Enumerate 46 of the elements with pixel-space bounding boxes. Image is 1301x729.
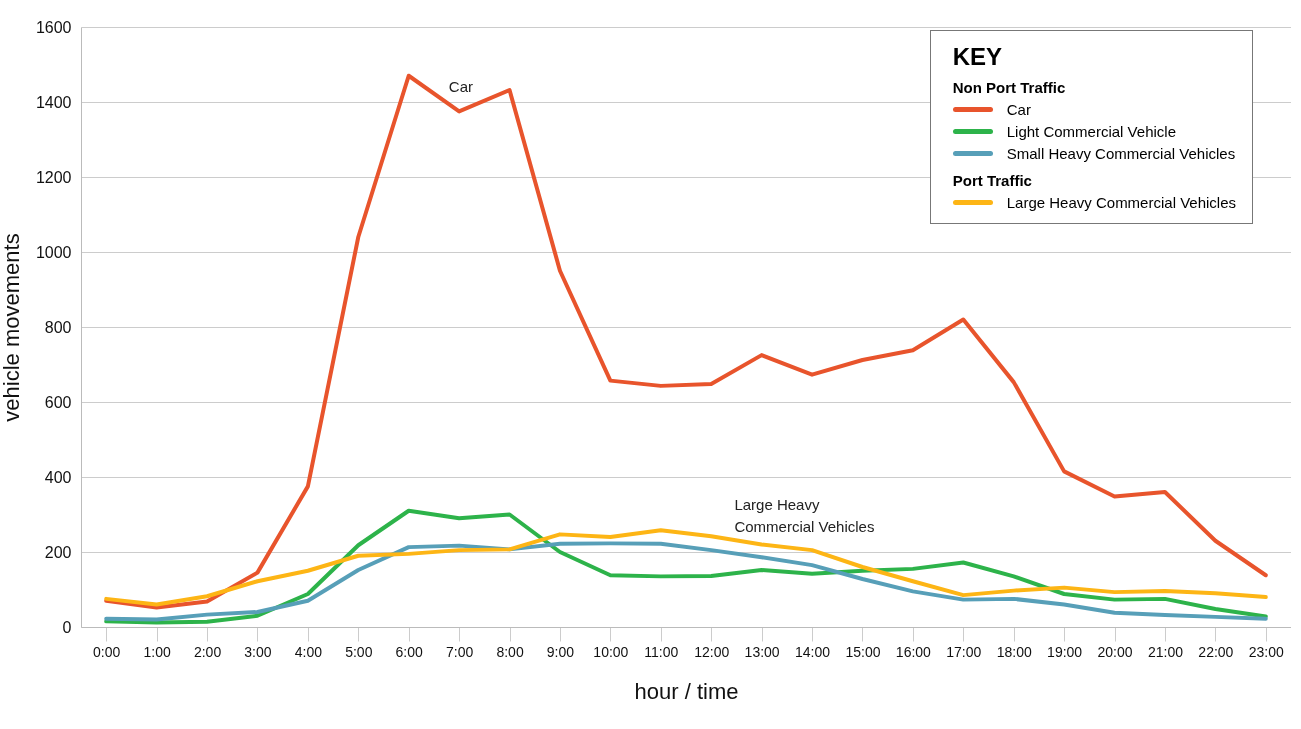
x-tick-label: 2:00 (193, 643, 222, 660)
y-tick-label: 1400 (35, 93, 72, 111)
x-tick-label: 9:00 (546, 643, 575, 660)
y-tick-label: 1000 (35, 243, 72, 261)
x-tick-label: 5:00 (345, 643, 373, 660)
y-tick-label: 1200 (35, 168, 72, 186)
x-tick-label: 6:00 (395, 643, 424, 660)
x-tick-label: 8:00 (496, 643, 524, 660)
x-tick-label: 17:00 (946, 643, 982, 660)
x-tick-label: 3:00 (244, 643, 272, 660)
y-tick-label: 400 (44, 468, 72, 486)
legend-label: Light Commercial Vehicle (1006, 122, 1176, 140)
x-tick-label: 18:00 (996, 643, 1032, 660)
x-tick-label: 15:00 (845, 643, 881, 660)
annotation: Car (448, 77, 474, 95)
annotation: Port Traffic (952, 172, 1033, 189)
x-tick-label: 20:00 (1097, 643, 1133, 660)
annotation: Non Port Traffic (952, 79, 1067, 96)
legend-label: Car (1006, 100, 1031, 118)
annotation: Large Heavy Commercial Vehicles (734, 496, 875, 535)
x-tick-label: 7:00 (446, 643, 474, 660)
x-tick-label: 13:00 (744, 643, 780, 660)
y-tick-label: 800 (44, 318, 72, 336)
x-tick-label: 21:00 (1147, 643, 1184, 660)
y-tick-label: 1600 (35, 18, 72, 36)
x-tick-label: 12:00 (694, 643, 730, 660)
y-tick-label: 200 (44, 543, 72, 561)
x-tick-label: 10:00 (593, 643, 629, 660)
legend-label: Small Heavy Commercial Vehicles (1006, 144, 1236, 162)
x-tick-label: 0:00 (93, 643, 121, 660)
x-tick-label: 11:00 (644, 643, 679, 660)
x-tick-label: 22:00 (1198, 643, 1234, 660)
x-axis-title: hour / time (634, 678, 739, 704)
x-tick-label: 14:00 (795, 643, 831, 660)
line-series (104, 73, 1268, 610)
x-tick-label: 1:00 (143, 643, 171, 660)
legend-label: Large Heavy Commercial Vehicles (1006, 193, 1236, 211)
y-tick-label: 0 (62, 618, 72, 636)
line-series (104, 541, 1268, 622)
x-tick-label: 23:00 (1248, 643, 1285, 660)
x-tick-label: 16:00 (895, 643, 932, 660)
y-axis-title: vehicle movements (0, 233, 24, 422)
y-tick-label: 600 (44, 393, 72, 411)
x-tick-label: 19:00 (1047, 643, 1083, 660)
x-tick-label: 4:00 (294, 643, 323, 660)
legend-title: KEY (952, 43, 1004, 71)
